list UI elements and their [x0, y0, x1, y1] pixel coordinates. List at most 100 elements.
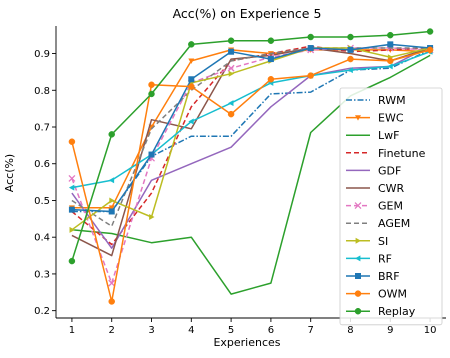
legend-label-lwf: LwF — [378, 129, 399, 142]
series-line-gem — [71, 47, 431, 284]
data-point-brf — [108, 208, 115, 215]
data-point-brf — [387, 41, 394, 48]
data-point-replay — [108, 131, 115, 138]
legend-label-finetune: Finetune — [378, 147, 426, 160]
x-axis-label: Experiences — [213, 336, 280, 349]
series-lines — [68, 28, 434, 305]
series-line-gdf — [71, 45, 431, 249]
data-point-owm — [426, 46, 434, 54]
data-point-replay — [227, 37, 235, 44]
data-point-gem — [108, 279, 116, 287]
x-tick-label: 1 — [69, 325, 75, 336]
data-point-si — [109, 197, 115, 204]
data-point-replay — [267, 37, 275, 44]
data-point-ewc — [108, 205, 115, 211]
data-point-replay — [148, 90, 155, 98]
data-point-owm — [387, 57, 394, 65]
legend-label-gem: GEM — [378, 200, 403, 213]
data-point-si — [69, 226, 75, 233]
x-tick-label: 10 — [424, 325, 437, 336]
series-line-agem — [71, 47, 431, 227]
data-point-rf — [108, 177, 115, 184]
y-tick-label: 0.3 — [34, 269, 50, 280]
series-line-rf — [71, 50, 431, 189]
legend-label-brf: BRF — [378, 270, 400, 283]
data-point-replay — [387, 31, 394, 39]
series-line-brf — [71, 43, 431, 213]
legend-marker-owm — [354, 290, 362, 297]
chart-title: Acc(%) on Experience 5 — [173, 6, 322, 21]
y-tick-label: 0.7 — [34, 123, 50, 134]
x-tick-label: 8 — [347, 325, 353, 336]
data-point-rf — [188, 118, 194, 125]
data-point-owm — [227, 110, 235, 118]
data-point-rf — [68, 184, 75, 191]
data-point-owm — [347, 55, 354, 63]
data-point-brf — [347, 46, 354, 53]
y-tick-label: 0.9 — [34, 49, 50, 60]
series-gdf — [71, 45, 431, 249]
y-axis-label: Acc(%) — [3, 154, 16, 192]
data-point-owm — [188, 83, 195, 90]
legend: RWM EWC LwF Finetune GDF CWR GEM AGEM SI RF BRF OWM… — [339, 87, 443, 326]
data-point-replay — [188, 41, 195, 48]
data-point-replay — [347, 33, 354, 41]
series-line-lwf — [71, 54, 431, 295]
series-line-owm — [71, 49, 431, 303]
data-point-brf — [307, 45, 314, 52]
data-point-brf — [68, 206, 75, 213]
legend-label-replay: Replay — [378, 305, 416, 318]
data-point-owm — [68, 138, 76, 145]
data-point-replay — [426, 28, 434, 35]
legend-label-rf: RF — [378, 252, 392, 265]
data-point-brf — [148, 151, 155, 158]
data-point-owm — [108, 298, 115, 305]
data-point-owm — [307, 72, 314, 79]
data-point-rf — [347, 67, 353, 74]
axes: 1 2 3 4 5 6 7 8 9 10 0.2 0.3 0.4 0.5 0.6 0.7 0.8 0.9 — [34, 26, 446, 336]
x-tick-label: 2 — [109, 325, 115, 336]
data-point-si — [228, 70, 235, 77]
data-point-brf — [228, 48, 235, 55]
legend-marker-gem — [354, 202, 362, 210]
series-agem — [71, 47, 431, 227]
legend-marker-brf — [355, 273, 361, 279]
y-tick-label: 0.5 — [34, 196, 50, 207]
x-tick-label: 3 — [148, 325, 154, 336]
legend-marker-si — [355, 237, 361, 244]
legend-box — [339, 87, 443, 326]
x-tick-label: 6 — [268, 325, 274, 336]
data-point-si — [149, 213, 155, 220]
x-tick-label: 5 — [228, 325, 234, 336]
data-point-rf — [228, 100, 234, 107]
legend-label-agem: AGEM — [378, 217, 410, 230]
legend-label-gdf: GDF — [378, 164, 401, 177]
data-point-brf — [188, 76, 195, 83]
y-tick-label: 0.2 — [34, 306, 50, 317]
data-point-brf — [267, 56, 274, 63]
legend-label-rwm: RWM — [378, 94, 406, 107]
data-point-replay — [68, 257, 76, 265]
legend-label-cwr: CWR — [378, 182, 405, 195]
legend-label-si: SI — [378, 235, 388, 248]
data-point-gem — [227, 64, 235, 72]
y-tick-label: 0.4 — [34, 233, 50, 244]
data-point-replay — [307, 33, 314, 41]
legend-label-owm: OWM — [378, 288, 407, 301]
legend-marker-replay — [354, 307, 362, 315]
data-point-owm — [148, 81, 155, 89]
series-brf — [68, 41, 434, 215]
data-point-rf — [387, 63, 393, 70]
series-line-cwr — [71, 47, 431, 257]
series-line-replay — [71, 30, 431, 262]
data-point-gem — [68, 174, 76, 182]
series-cwr — [71, 47, 431, 257]
legend-label-ewc: EWC — [378, 112, 404, 125]
series-replay — [68, 28, 434, 265]
x-tick-label: 7 — [308, 325, 314, 336]
data-point-owm — [267, 76, 275, 83]
series-owm — [68, 46, 434, 305]
y-tick-label: 0.8 — [34, 86, 50, 97]
